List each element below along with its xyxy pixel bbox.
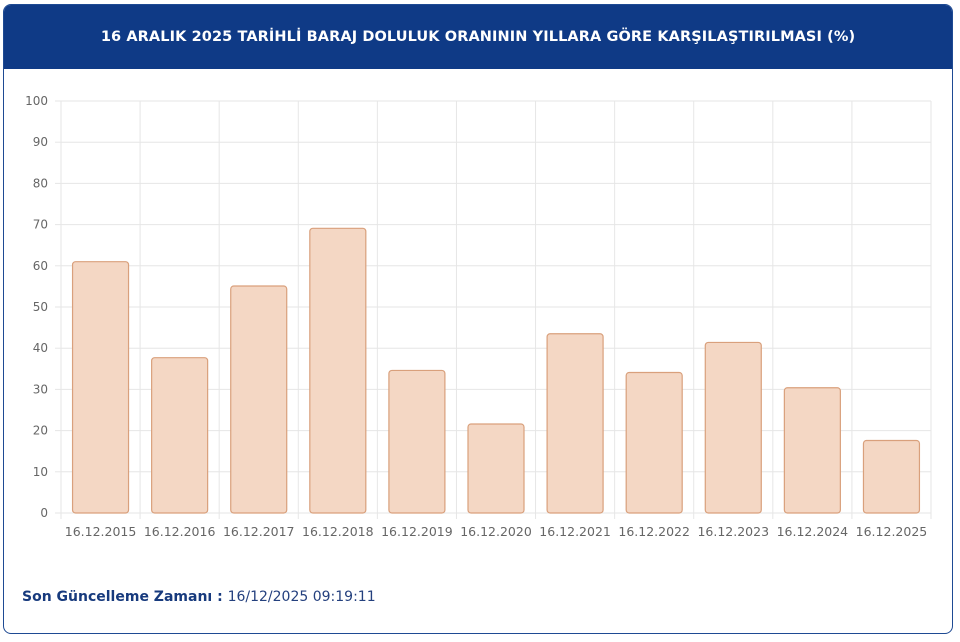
bar-16.12.2017 bbox=[230, 285, 288, 514]
y-tick-label: 30 bbox=[33, 382, 48, 396]
last-update-value: 16/12/2025 09:19:11 bbox=[227, 589, 376, 605]
x-tick-label: 16.12.2018 bbox=[302, 524, 374, 539]
bar-16.12.2025 bbox=[862, 439, 921, 514]
x-tick-label: 16.12.2015 bbox=[65, 524, 137, 539]
x-tick-label: 16.12.2019 bbox=[381, 524, 453, 539]
card-header: 16 ARALIK 2025 TARİHLİ BARAJ DOLULUK ORA… bbox=[4, 5, 952, 69]
y-tick-label: 60 bbox=[33, 259, 48, 273]
x-tick-label: 16.12.2024 bbox=[777, 524, 849, 539]
last-update-separator: : bbox=[212, 589, 228, 605]
x-tick-label: 16.12.2016 bbox=[144, 524, 216, 539]
x-tick-label: 16.12.2022 bbox=[618, 524, 690, 539]
x-tick-label: 16.12.2020 bbox=[460, 524, 532, 539]
bar-16.12.2022 bbox=[625, 371, 683, 514]
x-tick-label: 16.12.2023 bbox=[697, 524, 769, 539]
y-tick-label: 0 bbox=[40, 506, 48, 520]
bar-16.12.2016 bbox=[151, 357, 209, 514]
y-tick-label: 40 bbox=[33, 341, 48, 355]
last-update-label: Son Güncelleme Zamanı bbox=[22, 589, 213, 605]
bar-16.12.2018 bbox=[309, 227, 367, 514]
bar-16.12.2015 bbox=[71, 261, 130, 514]
y-tick-label: 70 bbox=[33, 218, 48, 232]
bar-16.12.2024 bbox=[783, 387, 841, 514]
chart-card: 16 ARALIK 2025 TARİHLİ BARAJ DOLULUK ORA… bbox=[3, 4, 953, 634]
chart-title: 16 ARALIK 2025 TARİHLİ BARAJ DOLULUK ORA… bbox=[100, 29, 856, 45]
last-update: Son Güncelleme Zamanı : 16/12/2025 09:19… bbox=[22, 589, 376, 605]
bar-chart: 0 10 20 30 40 50 60 70 80 90 100 16.12.2015 16.12.20… bbox=[25, 94, 932, 539]
y-tick-label: 90 bbox=[33, 135, 48, 149]
x-tick-label: 16.12.2017 bbox=[223, 524, 295, 539]
bar-16.12.2023 bbox=[704, 341, 762, 514]
y-tick-label: 80 bbox=[33, 176, 48, 190]
x-tick-label: 16.12.2025 bbox=[856, 524, 928, 539]
bar-16.12.2019 bbox=[388, 369, 446, 514]
bar-16.12.2020 bbox=[467, 423, 525, 514]
y-tick-label: 10 bbox=[33, 465, 48, 479]
y-tick-label: 100 bbox=[25, 94, 48, 108]
y-tick-label: 20 bbox=[33, 424, 48, 438]
y-tick-label: 50 bbox=[33, 300, 48, 314]
x-tick-label: 16.12.2021 bbox=[539, 524, 611, 539]
bar-16.12.2021 bbox=[546, 333, 604, 514]
